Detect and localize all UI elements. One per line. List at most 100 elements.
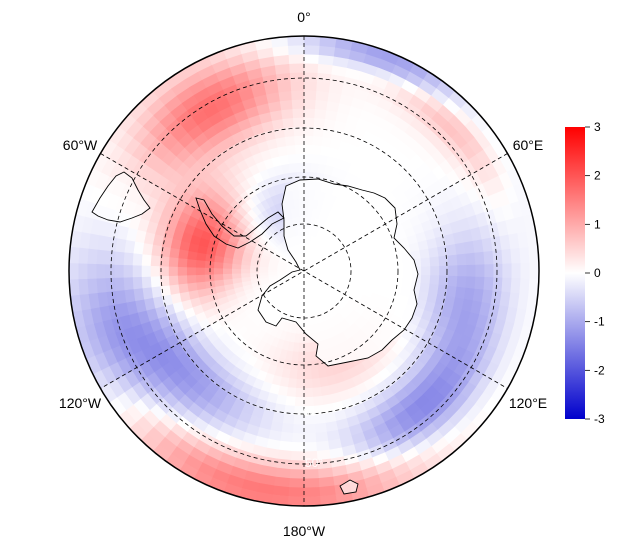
anomaly-cell bbox=[274, 467, 291, 479]
anomaly-cell bbox=[474, 276, 486, 291]
anomaly-cell bbox=[279, 431, 294, 443]
anomaly-cell bbox=[195, 281, 207, 291]
lon-label-lower-left: 120°W bbox=[59, 395, 102, 411]
anomaly-cell bbox=[86, 277, 98, 295]
anomaly-cell bbox=[493, 263, 504, 279]
anomaly-cell bbox=[510, 247, 522, 265]
anomaly-cell bbox=[318, 376, 329, 388]
anomaly-cell bbox=[320, 385, 331, 397]
anomaly-cell bbox=[277, 145, 288, 157]
anomaly-cell bbox=[303, 36, 321, 46]
anomaly-cell bbox=[150, 254, 161, 267]
anomaly-cell bbox=[295, 153, 305, 164]
anomaly-cell bbox=[308, 342, 316, 353]
anomaly-cell bbox=[448, 265, 458, 277]
lon-label-top: 0° bbox=[297, 9, 310, 25]
anomaly-cell bbox=[313, 117, 326, 129]
anomaly-cell bbox=[502, 263, 513, 279]
anomaly-cell bbox=[520, 262, 531, 280]
anomaly-cell bbox=[291, 432, 305, 444]
anomaly-cell bbox=[132, 252, 143, 266]
anomaly-cell bbox=[314, 99, 329, 111]
anomaly-cell bbox=[303, 44, 321, 55]
anomaly-cell bbox=[519, 278, 531, 295]
anomaly-cell bbox=[282, 413, 295, 425]
anomaly-cell bbox=[141, 276, 152, 289]
anomaly-cell bbox=[104, 249, 116, 265]
anomaly-cell bbox=[289, 62, 305, 73]
anomaly-cell bbox=[465, 276, 476, 290]
anomaly-cell bbox=[289, 71, 305, 83]
colorbar-gradient bbox=[565, 127, 585, 419]
anomaly-cell bbox=[113, 250, 125, 266]
anomaly-cell bbox=[204, 273, 215, 282]
colorbar: 3 2 1 0 -1 -2 -3 bbox=[565, 120, 605, 426]
anomaly-cell bbox=[289, 171, 299, 182]
anomaly-cell bbox=[303, 98, 317, 110]
anomaly-cell bbox=[186, 266, 196, 276]
anomaly-cell bbox=[168, 283, 180, 295]
anomaly-cell bbox=[483, 250, 495, 266]
anomaly-cell bbox=[303, 469, 319, 480]
anomaly-cell bbox=[303, 496, 321, 506]
anomaly-cell bbox=[150, 265, 160, 277]
anomaly-cell bbox=[519, 247, 531, 264]
anomaly-cell bbox=[315, 90, 330, 102]
anomaly-cell bbox=[303, 144, 314, 155]
lat-label-60: 60° bbox=[303, 405, 321, 419]
anomaly-cell bbox=[501, 277, 513, 294]
anomaly-cell bbox=[501, 248, 513, 265]
anomaly-cell bbox=[294, 144, 305, 155]
anomaly-cell bbox=[303, 423, 316, 435]
anomaly-cell bbox=[429, 275, 440, 286]
anomaly-cell bbox=[420, 274, 431, 285]
anomaly-cell bbox=[317, 63, 334, 75]
anomaly-cell bbox=[290, 80, 305, 92]
anomaly-cell bbox=[286, 387, 297, 398]
anomaly-cell bbox=[313, 126, 325, 138]
anomaly-cell bbox=[447, 254, 458, 267]
anomaly-cell bbox=[292, 107, 305, 119]
anomaly-cell bbox=[315, 440, 330, 452]
anomaly-cell bbox=[240, 272, 251, 278]
anomaly-cell bbox=[141, 264, 151, 278]
colorbar-tick-label: 3 bbox=[594, 120, 601, 134]
colorbar-tick-label: 0 bbox=[594, 266, 601, 280]
anomaly-cell bbox=[104, 277, 116, 293]
anomaly-cell bbox=[457, 264, 467, 278]
anomaly-cell bbox=[294, 135, 305, 146]
anomaly-cell bbox=[314, 431, 329, 443]
anomaly-cell bbox=[297, 351, 305, 362]
anomaly-cell bbox=[429, 256, 440, 267]
anomaly-cell bbox=[150, 285, 162, 299]
anomaly-cell bbox=[309, 360, 319, 371]
anomaly-cell bbox=[312, 135, 324, 147]
anomaly-cell bbox=[95, 263, 106, 279]
anomaly-cell bbox=[77, 247, 89, 264]
anomaly-cell bbox=[492, 277, 504, 293]
anomaly-cell bbox=[240, 268, 251, 274]
anomaly-cell bbox=[288, 478, 305, 489]
anomaly-cell bbox=[303, 487, 321, 498]
anomaly-cell bbox=[86, 263, 97, 279]
anomaly-cell bbox=[310, 369, 320, 380]
anomaly-cell bbox=[231, 272, 242, 279]
anomaly-cell bbox=[281, 108, 294, 120]
anomaly-cell bbox=[69, 262, 79, 280]
anomaly-cell bbox=[168, 256, 179, 267]
anomaly-cell bbox=[291, 98, 305, 110]
anomaly-cell bbox=[291, 441, 305, 453]
anomaly-cell bbox=[447, 275, 458, 288]
anomaly-cell bbox=[284, 395, 296, 407]
lon-label-lower-right: 120°E bbox=[509, 395, 547, 411]
anomaly-cell bbox=[311, 387, 322, 398]
colorbar-tick-label: 1 bbox=[594, 217, 601, 231]
anomaly-cell bbox=[204, 280, 216, 289]
anomaly-cell bbox=[303, 478, 320, 489]
anomaly-cell bbox=[123, 264, 133, 278]
lon-label-bottom: 180°W bbox=[283, 523, 326, 539]
anomaly-cell bbox=[132, 264, 142, 278]
anomaly-cell bbox=[249, 268, 260, 274]
anomaly-cell bbox=[168, 265, 178, 277]
